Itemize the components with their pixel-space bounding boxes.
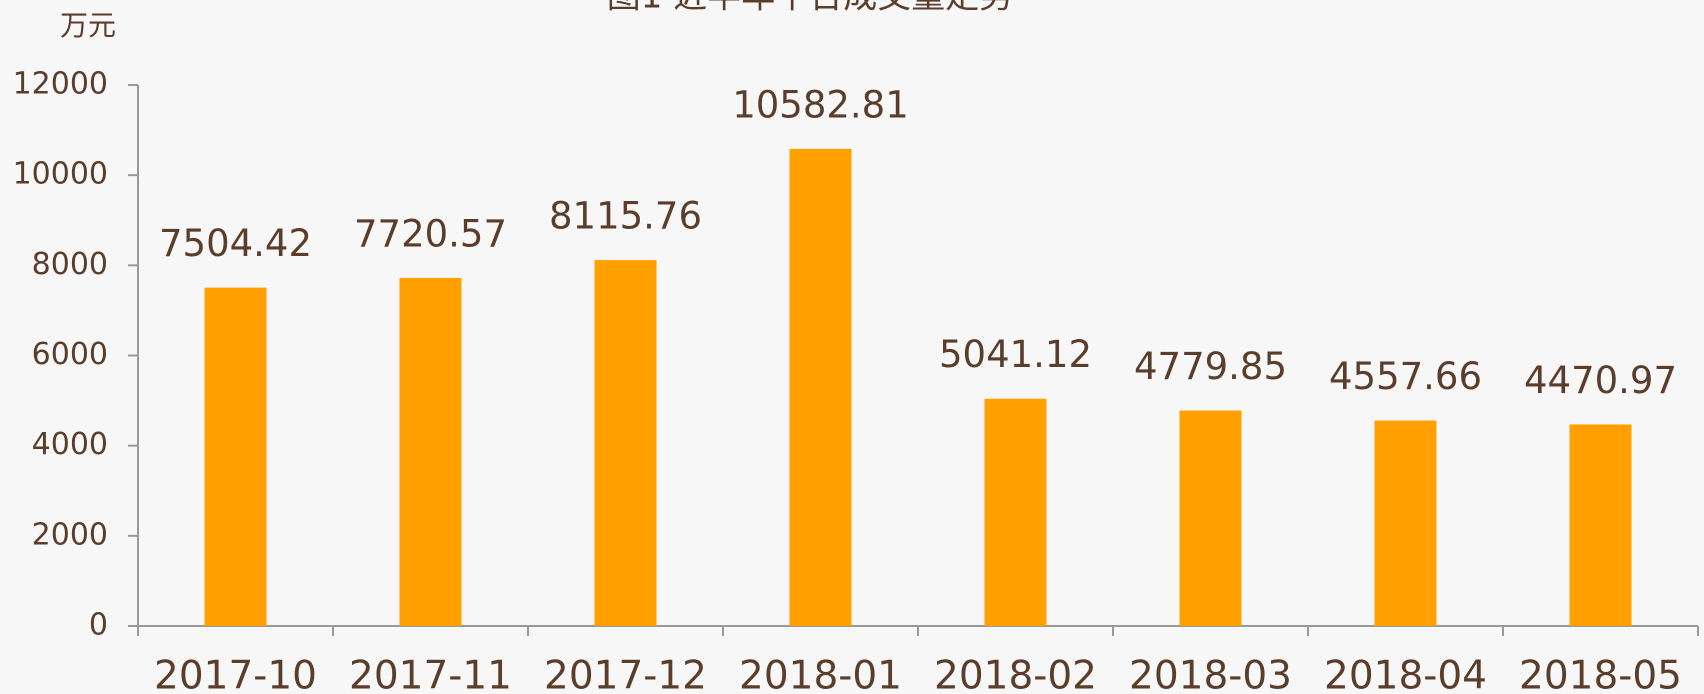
chart-title: 图1 近半年平台成交量走势 xyxy=(607,0,1013,17)
x-tick-label: 2017-11 xyxy=(349,654,512,694)
data-label: 10582.81 xyxy=(732,83,909,126)
y-tick-label: 8000 xyxy=(32,247,108,282)
bar xyxy=(399,277,462,626)
bar xyxy=(204,287,267,626)
x-tick-label: 2017-10 xyxy=(154,654,317,694)
x-tick-label: 2018-01 xyxy=(739,654,902,694)
data-label: 4779.85 xyxy=(1134,345,1287,388)
bar xyxy=(789,148,852,626)
x-tick-label: 2017-12 xyxy=(544,654,707,694)
y-tick-label: 2000 xyxy=(32,517,108,552)
bar xyxy=(1569,424,1632,626)
bar xyxy=(1374,420,1437,626)
x-tick-label: 2018-04 xyxy=(1324,654,1487,694)
x-tick-label: 2018-05 xyxy=(1519,654,1682,694)
bar xyxy=(984,398,1047,626)
data-label: 7720.57 xyxy=(354,212,507,255)
data-label: 8115.76 xyxy=(549,195,702,238)
y-tick-label: 12000 xyxy=(13,67,108,102)
y-tick-label: 0 xyxy=(89,608,108,643)
bar xyxy=(594,260,657,626)
x-tick-label: 2018-03 xyxy=(1129,654,1292,694)
y-tick-label: 6000 xyxy=(32,337,108,372)
bar xyxy=(1179,410,1242,626)
data-label: 5041.12 xyxy=(939,333,1092,376)
data-label: 7504.42 xyxy=(159,222,312,265)
x-tick-label: 2018-02 xyxy=(934,654,1097,694)
y-tick-label: 4000 xyxy=(32,427,108,462)
y-tick-label: 10000 xyxy=(13,157,108,192)
y-unit: 万元 xyxy=(60,9,116,42)
data-label: 4557.66 xyxy=(1329,355,1482,398)
data-label: 4470.97 xyxy=(1524,359,1677,402)
